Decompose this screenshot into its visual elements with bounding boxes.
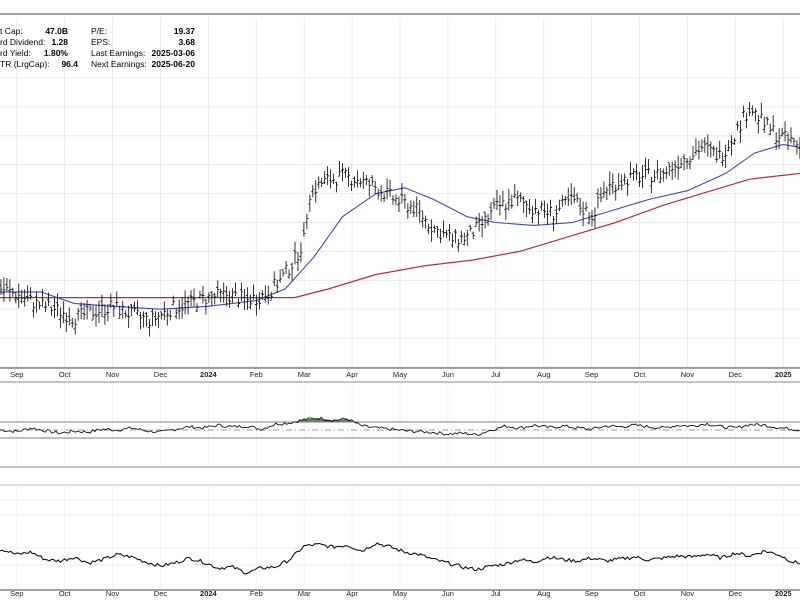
x-tick-label: 2025 — [775, 589, 792, 598]
stat-eps: EPS: 3.68 — [91, 37, 195, 48]
x-tick-label: Aug — [537, 589, 550, 598]
x-tick-label: Jul — [491, 370, 501, 379]
stat-next-earnings: Next Earnings: 2025-06-20 — [91, 59, 195, 70]
stat-yield: rd Yield: 1.80% — [0, 48, 68, 59]
x-tick-label: Apr — [346, 589, 358, 598]
x-tick-label: Jun — [442, 370, 454, 379]
stat-value: 47.0B — [45, 26, 68, 36]
x-tick-label: Oct — [634, 589, 647, 598]
stat-label: TR (LrgCap): — [0, 59, 50, 69]
bottom-indicator-line — [0, 542, 800, 575]
x-tick-label: Jul — [491, 589, 501, 598]
x-tick-label: Nov — [106, 370, 120, 379]
stat-label: rd Dividend: — [0, 37, 46, 47]
x-tick-label: Nov — [106, 589, 120, 598]
x-tick-label: Mar — [298, 589, 311, 598]
stat-label: t Cap: — [0, 26, 23, 36]
x-tick-label: Feb — [250, 589, 263, 598]
stat-last-earnings: Last Earnings: 2025-03-06 — [91, 48, 195, 59]
x-tick-label: Oct — [59, 589, 72, 598]
x-tick-label: 2024 — [200, 370, 218, 379]
stat-value: 3.68 — [178, 37, 195, 47]
x-tick-label: Feb — [250, 370, 263, 379]
stat-label: rd Yield: — [0, 48, 31, 58]
x-tick-label: Nov — [681, 589, 695, 598]
stat-atr: TR (LrgCap): 96.4 — [0, 59, 78, 70]
stat-value: 1.28 — [51, 37, 68, 47]
stat-label: EPS: — [91, 37, 111, 47]
x-tick-label: 2025 — [775, 370, 792, 379]
stat-value: 1.80% — [43, 48, 68, 58]
x-tick-label: Nov — [681, 370, 695, 379]
x-tick-label: May — [393, 589, 407, 598]
x-tick-label: Mar — [298, 370, 311, 379]
stat-dividend: rd Dividend: 1.28 — [0, 37, 68, 48]
stat-value: 96.4 — [61, 59, 78, 69]
stat-value: 2025-03-06 — [151, 48, 195, 58]
x-tick-label: Apr — [346, 370, 358, 379]
stat-label: P/E: — [91, 26, 108, 36]
x-tick-label: 2024 — [200, 589, 218, 598]
x-tick-label: Sep — [585, 370, 598, 379]
x-tick-label: Dec — [154, 589, 168, 598]
x-tick-label: Jun — [442, 589, 454, 598]
x-tick-label: Aug — [537, 370, 550, 379]
x-tick-label: Dec — [154, 370, 168, 379]
x-tick-label: May — [393, 370, 407, 379]
stat-pe: P/E: 19.37 — [91, 26, 195, 37]
ma200-line — [0, 172, 800, 299]
stat-market-cap: t Cap: 47.0B — [0, 26, 68, 37]
stat-label: Last Earnings: — [91, 48, 146, 58]
x-tick-label: Sep — [10, 589, 23, 598]
x-tick-label: Dec — [729, 589, 743, 598]
x-tick-label: Dec — [729, 370, 743, 379]
x-tick-label: Sep — [585, 589, 598, 598]
stat-value: 19.37 — [173, 26, 195, 36]
x-tick-label: Sep — [10, 370, 23, 379]
ma50-line — [0, 143, 800, 310]
stat-label: Next Earnings: — [91, 59, 147, 69]
x-tick-label: Oct — [634, 370, 647, 379]
osc-line — [0, 416, 800, 436]
x-tick-label: Oct — [59, 370, 72, 379]
stat-value: 2025-06-20 — [151, 59, 195, 69]
